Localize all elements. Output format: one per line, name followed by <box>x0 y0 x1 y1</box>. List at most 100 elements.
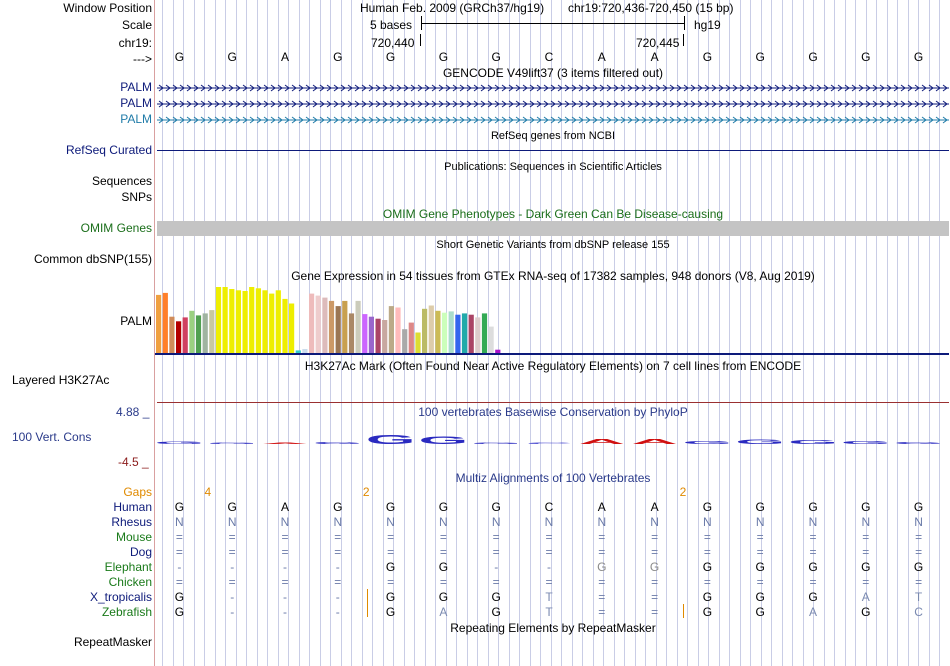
species-label[interactable]: Mouse <box>115 530 152 544</box>
gtex-tissue-bar[interactable] <box>328 300 335 353</box>
gtex-tissue-bar[interactable] <box>156 294 162 353</box>
species-label[interactable]: Human <box>113 500 152 514</box>
repeatmasker-label[interactable]: RepeatMasker <box>73 635 152 649</box>
gtex-tissue-bar[interactable] <box>322 297 328 353</box>
species-label[interactable]: Zebrafish <box>101 605 152 619</box>
gtex-tissue-bar[interactable] <box>348 313 355 353</box>
gencode-track-1-label[interactable]: PALM <box>120 80 152 94</box>
gtex-tissue-bar[interactable] <box>402 329 408 353</box>
gtex-tissue-bar[interactable] <box>169 316 175 353</box>
gtex-tissue-bar[interactable] <box>495 349 501 353</box>
gtex-tissue-bar[interactable] <box>295 350 301 353</box>
gencode-transcript[interactable] <box>157 100 949 108</box>
gtex-tissue-bar[interactable] <box>255 288 261 353</box>
refseq-title[interactable]: RefSeq genes from NCBI <box>490 130 616 142</box>
gtex-tissue-bar[interactable] <box>408 322 414 353</box>
alignment-base: G <box>808 560 818 574</box>
gtex-tissue-bar[interactable] <box>375 318 381 353</box>
species-label[interactable]: Dog <box>129 545 152 559</box>
gtex-tissue-bar[interactable] <box>342 300 348 353</box>
gtex-bar-chart[interactable] <box>155 284 949 356</box>
gtex-tissue-bar[interactable] <box>448 311 454 353</box>
gtex-tissue-bar[interactable] <box>395 307 401 354</box>
refseq-line[interactable] <box>157 150 949 151</box>
gtex-tissue-bar[interactable] <box>242 291 248 353</box>
gtex-tissue-bar[interactable] <box>315 295 321 353</box>
gtex-tissue-bar[interactable] <box>355 300 361 353</box>
gtex-tissue-bar[interactable] <box>382 320 388 353</box>
gtex-tissue-bar[interactable] <box>468 314 474 353</box>
gtex-tissue-bar[interactable] <box>162 292 168 353</box>
conservation-logo-letter: G <box>735 438 785 445</box>
gridline <box>855 0 856 666</box>
gtex-tissue-bar[interactable] <box>441 312 448 353</box>
species-label[interactable]: Elephant <box>104 560 152 574</box>
alignment-base: = <box>651 575 659 589</box>
h3k27ac-title[interactable]: H3K27Ac Mark (Often Found Near Active Re… <box>304 359 802 373</box>
gtex-tissue-bar[interactable] <box>189 310 195 353</box>
multiz-title[interactable]: Multiz Alignments of 100 Vertebrates <box>455 471 651 485</box>
gencode-transcript[interactable] <box>157 116 949 124</box>
species-label[interactable]: Rhesus <box>111 515 152 529</box>
gtex-tissue-bar[interactable] <box>309 293 315 353</box>
gencode-transcripts[interactable] <box>157 80 949 126</box>
publications-label-snps[interactable]: SNPs <box>121 190 152 204</box>
species-label[interactable]: X_tropicalis <box>89 590 152 604</box>
position-text[interactable]: chr19:720,436-720,450 (15 bp) <box>568 1 734 15</box>
gtex-tissue-bar[interactable] <box>428 305 434 354</box>
conservation-title[interactable]: 100 vertebrates Basewise Conservation by… <box>418 405 688 419</box>
gtex-tissue-bar[interactable] <box>388 306 394 353</box>
conservation-label[interactable]: 100 Vert. Cons <box>12 430 92 444</box>
gtex-tissue-bar[interactable] <box>249 287 255 353</box>
gtex-tissue-bar[interactable] <box>422 308 428 353</box>
gencode-track-2-label[interactable]: PALM <box>120 96 152 110</box>
dbsnp-title[interactable]: Short Genetic Variants from dbSNP releas… <box>436 239 670 251</box>
gtex-tissue-bar[interactable] <box>235 290 241 353</box>
gtex-tissue-bar[interactable] <box>195 315 202 353</box>
gtex-tissue-bar[interactable] <box>282 298 288 353</box>
gtex-tissue-bar[interactable] <box>335 306 341 353</box>
publications-title[interactable]: Publications: Sequences in Scientific Ar… <box>444 161 662 173</box>
refseq-label[interactable]: RefSeq Curated <box>65 143 152 157</box>
gtex-tissue-bar[interactable] <box>415 332 421 354</box>
omim-title[interactable]: OMIM Gene Phenotypes - Dark Green Can Be… <box>382 207 724 221</box>
dbsnp-label[interactable]: Common dbSNP(155) <box>33 252 152 266</box>
gtex-tissue-bar[interactable] <box>215 287 222 353</box>
gencode-title[interactable]: GENCODE V49lift37 (3 items filtered out) <box>442 66 664 80</box>
gridline <box>813 0 814 666</box>
gtex-tissue-bar[interactable] <box>176 321 182 353</box>
gtex-tissue-bar[interactable] <box>461 313 468 353</box>
gtex-tissue-bar[interactable] <box>488 326 494 353</box>
alignment-base: = <box>915 575 923 589</box>
gtex-tissue-bar[interactable] <box>455 314 461 353</box>
gtex-tissue-bar[interactable] <box>475 317 481 353</box>
gtex-tissue-bar[interactable] <box>275 290 281 353</box>
gtex-tissue-bar[interactable] <box>269 293 275 353</box>
gtex-tissue-bar[interactable] <box>262 290 268 353</box>
gtex-tissue-bar[interactable] <box>222 287 228 353</box>
gtex-tissue-bar[interactable] <box>202 313 208 353</box>
gtex-tissue-bar[interactable] <box>229 289 235 353</box>
publications-label-sequences[interactable]: Sequences <box>91 174 152 188</box>
gtex-tissue-bar[interactable] <box>289 303 295 354</box>
gtex-tissue-bar[interactable] <box>435 310 441 353</box>
gtex-tissue-bar[interactable] <box>481 313 488 353</box>
gridline <box>866 0 867 666</box>
gtex-label[interactable]: PALM <box>120 314 152 328</box>
gtex-tissue-bar[interactable] <box>302 349 308 353</box>
gtex-tissue-bar[interactable] <box>368 316 374 353</box>
omim-gene-bar[interactable] <box>157 221 949 236</box>
gencode-track-3-label[interactable]: PALM <box>120 112 152 126</box>
repeatmasker-title[interactable]: Repeating Elements by RepeatMasker <box>450 621 656 635</box>
gencode-transcript[interactable] <box>157 84 949 92</box>
gtex-tissue-bar[interactable] <box>209 310 215 353</box>
omim-label[interactable]: OMIM Genes <box>80 221 152 235</box>
h3k27ac-label[interactable]: Layered H3K27Ac <box>12 373 110 387</box>
species-label[interactable]: Chicken <box>108 575 152 589</box>
alignment-base: = <box>334 575 342 589</box>
gtex-title[interactable]: Gene Expression in 54 tissues from GTEx … <box>291 269 815 283</box>
alignment-base: = <box>703 530 711 544</box>
gtex-tissue-bar[interactable] <box>182 317 188 353</box>
gtex-tissue-bar[interactable] <box>362 314 368 353</box>
